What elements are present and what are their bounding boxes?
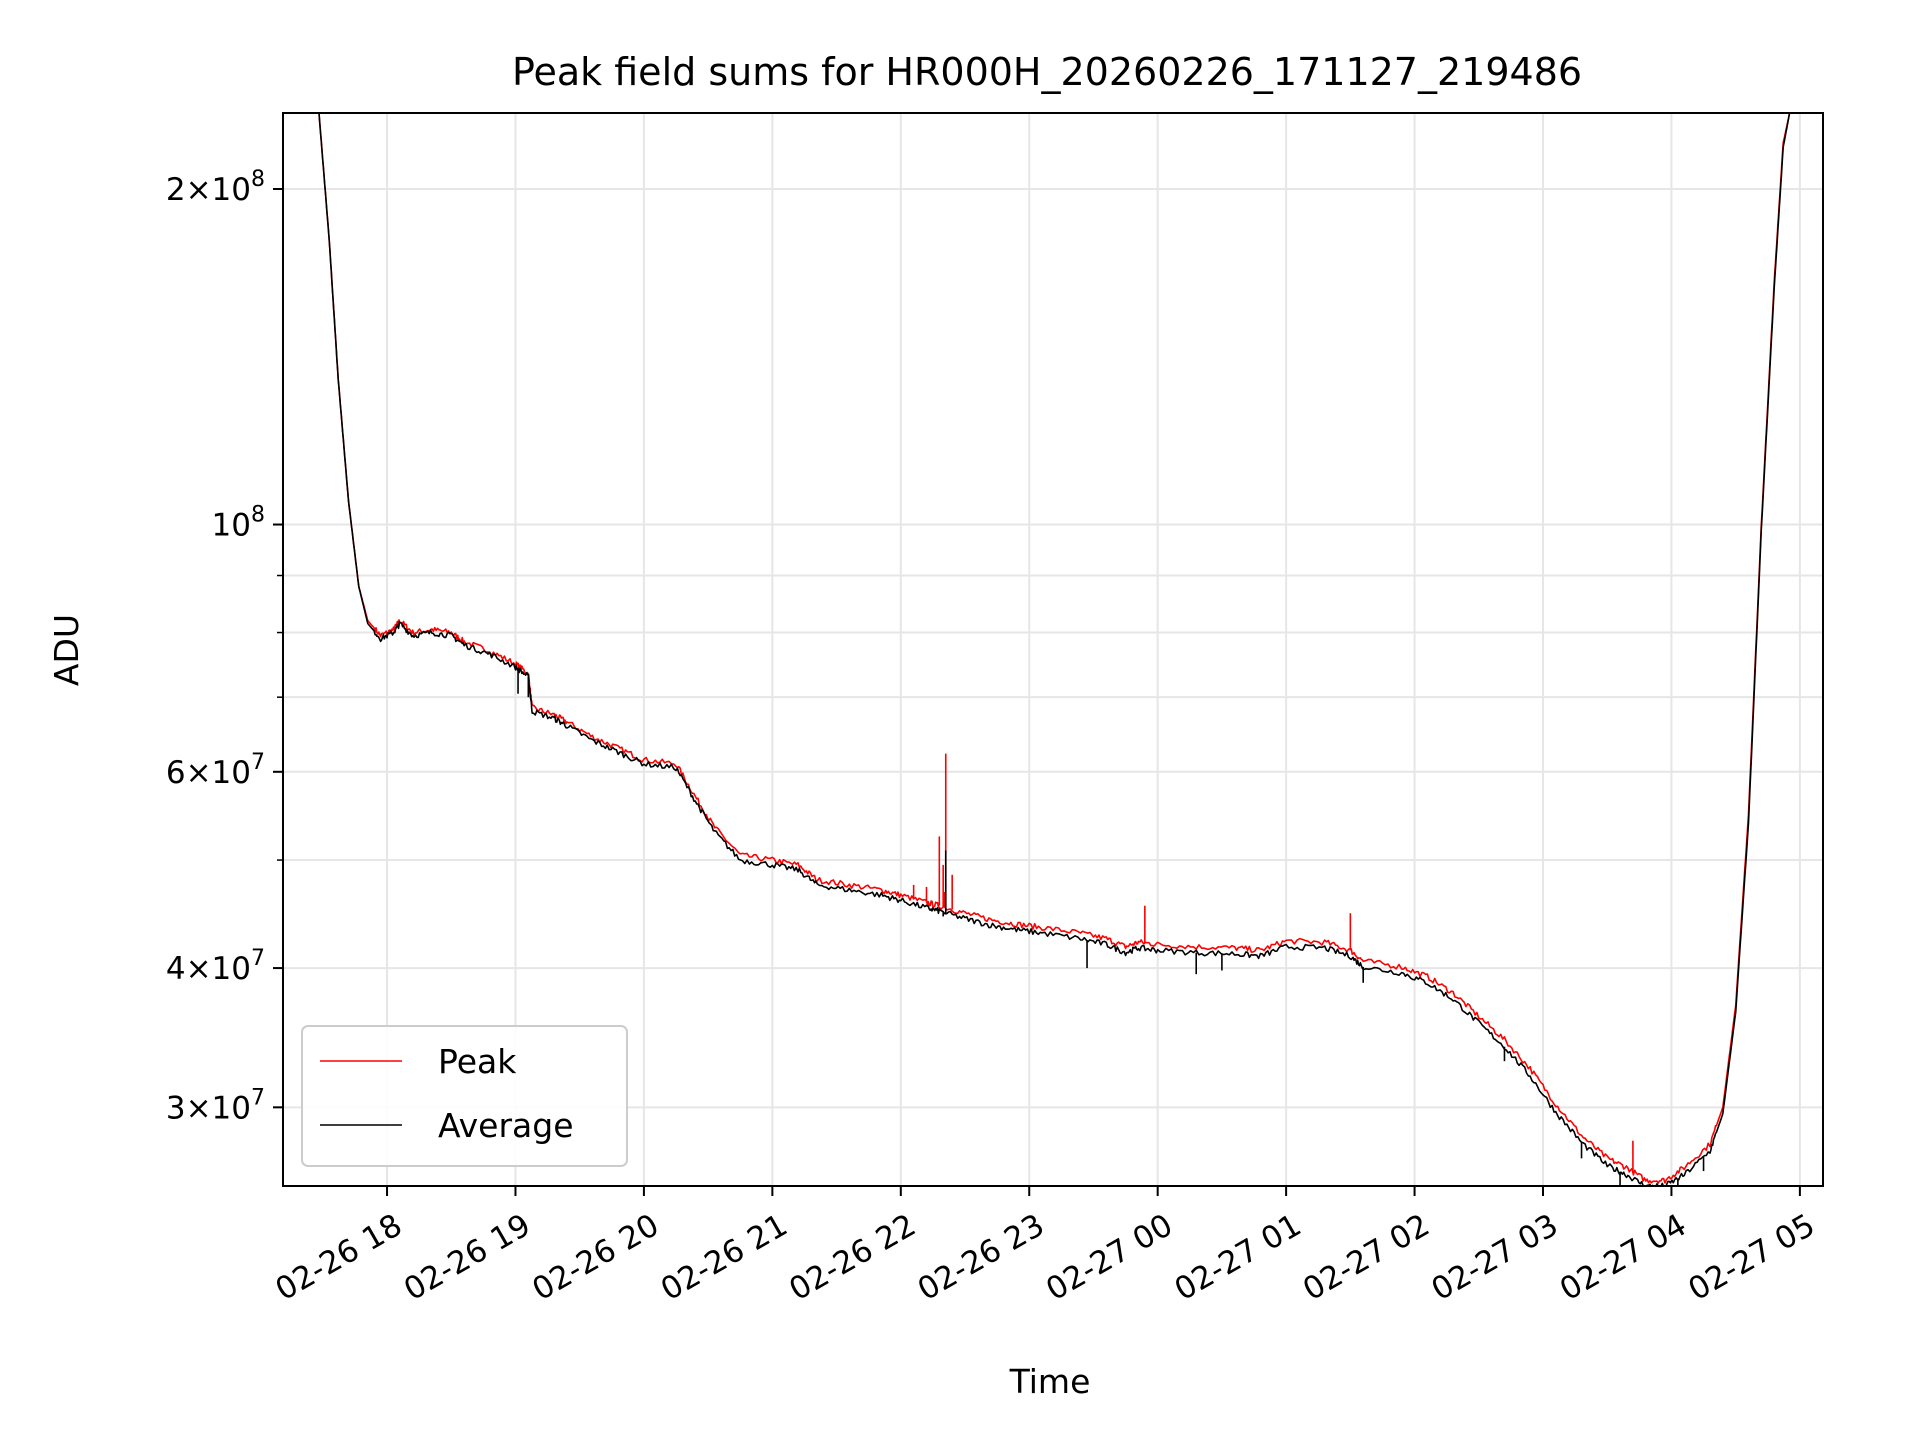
x-tick-label: 02-26 21 bbox=[655, 1207, 794, 1308]
x-tick-label: 02-26 20 bbox=[526, 1207, 665, 1308]
y-tick-label: 108 bbox=[212, 503, 265, 544]
x-tick-label: 02-26 23 bbox=[912, 1207, 1051, 1308]
x-tick-label: 02-27 02 bbox=[1297, 1207, 1436, 1308]
y-axis-label: ADU bbox=[47, 614, 86, 686]
grid-lines bbox=[283, 113, 1823, 1186]
legend: Peak Average bbox=[301, 1025, 628, 1167]
series-line-peak bbox=[318, 113, 1791, 1184]
x-tick-label: 02-27 04 bbox=[1554, 1207, 1693, 1308]
y-tick-label: 3×107 bbox=[166, 1085, 265, 1126]
plot-area bbox=[318, 113, 1791, 1186]
y-axis: 3×107 4×107 6×107 108 2×108 bbox=[166, 167, 283, 1126]
y-tick-label: 2×108 bbox=[166, 167, 265, 208]
x-tick-label: 02-27 03 bbox=[1425, 1207, 1564, 1308]
x-tick-label: 02-27 05 bbox=[1682, 1207, 1821, 1308]
x-tick-label: 02-26 22 bbox=[783, 1207, 922, 1308]
y-tick-label: 6×107 bbox=[166, 750, 265, 791]
legend-label-peak: Peak bbox=[438, 1042, 517, 1081]
x-tick-label: 02-26 19 bbox=[398, 1207, 537, 1308]
series-line-average bbox=[318, 113, 1791, 1186]
plot-frame bbox=[282, 112, 1824, 1187]
chart-title: Peak field sums for HR000H_20260226_1711… bbox=[512, 50, 1582, 94]
y-tick-label: 4×107 bbox=[166, 946, 265, 987]
x-axis-label: Time bbox=[1009, 1362, 1091, 1401]
x-tick-label: 02-26 18 bbox=[270, 1207, 409, 1308]
x-tick-label: 02-27 01 bbox=[1169, 1207, 1308, 1308]
legend-label-average: Average bbox=[438, 1106, 574, 1145]
x-tick-label: 02-27 00 bbox=[1040, 1207, 1179, 1308]
